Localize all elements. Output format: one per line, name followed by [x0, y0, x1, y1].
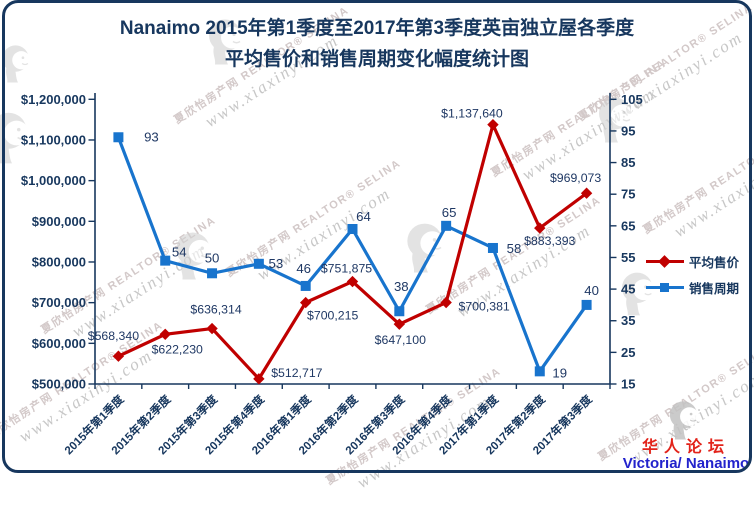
legend-item-price: 平均售价	[646, 248, 739, 274]
data-label: $883,393	[524, 234, 575, 248]
right-axis-tick-labels: 15 25 35 45 55 65 75 85 95 105	[621, 92, 643, 392]
diamond-marker	[112, 350, 125, 362]
square-marker	[441, 220, 452, 231]
data-label: 40	[584, 283, 599, 298]
data-label: 54	[172, 245, 187, 260]
data-label: 50	[205, 250, 220, 265]
square-marker	[253, 258, 264, 269]
chart-title-line1: Nanaimo 2015年第1季度至2017年第3季度英亩独立屋各季度	[119, 18, 635, 39]
price-line-diamond-icon	[646, 254, 684, 268]
right-tick-label: 15	[621, 377, 635, 392]
square-marker	[347, 223, 358, 234]
legend-item-days: 销售周期	[646, 274, 739, 300]
square-marker	[487, 242, 498, 253]
square-marker	[581, 299, 592, 310]
square-marker	[394, 306, 405, 317]
data-label: 19	[552, 365, 567, 380]
left-tick-label: $600,000	[32, 336, 86, 351]
left-tick-label: $1,000,000	[21, 173, 86, 188]
brand-woman-logo-icon	[669, 401, 699, 440]
watermark-woman-logo-icon	[621, 272, 659, 321]
right-tick-label: 35	[621, 313, 635, 328]
left-tick-label: $800,000	[32, 254, 86, 269]
watermark-woman-logo-icon	[208, 19, 248, 70]
data-label: $700,381	[458, 300, 509, 314]
right-tick-label: 45	[621, 282, 635, 297]
watermark-woman-logo-icon	[598, 97, 638, 148]
right-tick-label: 75	[621, 187, 635, 202]
data-label: $1,137,640	[441, 107, 503, 121]
right-tick-label: 65	[621, 218, 635, 233]
data-label: 65	[442, 205, 457, 220]
data-label: $647,100	[375, 333, 426, 347]
diamond-marker	[534, 222, 546, 234]
right-tick-label: 105	[621, 92, 643, 107]
axes	[88, 93, 617, 389]
data-label: $512,717	[271, 366, 322, 380]
left-tick-label: $1,200,000	[21, 92, 86, 107]
data-label: $636,314	[190, 303, 241, 317]
square-marker	[534, 366, 545, 377]
legend-label-price: 平均售价	[689, 255, 740, 270]
left-tick-label: $900,000	[32, 214, 86, 229]
left-tick-label: $500,000	[32, 377, 86, 392]
legend-label-days: 销售周期	[689, 281, 740, 296]
diamond-marker	[487, 118, 499, 131]
data-label: $751,875	[321, 262, 372, 276]
days-line-square-icon	[646, 281, 684, 294]
right-tick-label: 95	[621, 123, 635, 138]
days-series: 93 54 50 53 46 64 38 65 58 19 40	[113, 129, 599, 380]
watermark-woman-logo-icon	[2, 45, 35, 88]
right-tick-label: 25	[621, 345, 635, 360]
left-axis-tick-labels: $500,000 $600,000 $700,000 $800,000 $900,000…	[21, 92, 86, 392]
diamond-marker	[580, 187, 593, 199]
data-label: $969,073	[550, 171, 601, 185]
data-label: $622,230	[152, 342, 203, 356]
chart-legend: 平均售价 销售周期	[646, 248, 739, 300]
diamond-marker	[253, 373, 265, 385]
diamond-marker	[159, 328, 171, 340]
data-label: 93	[144, 129, 159, 144]
diamond-marker	[440, 296, 452, 309]
forum-name: 华人论坛	[641, 439, 730, 456]
chart-title: Nanaimo 2015年第1季度至2017年第3季度英亩独立屋各季度 平均售价…	[0, 13, 754, 75]
left-tick-label: $1,100,000	[21, 132, 86, 147]
price-series: $568,340 $622,230 $636,314 $512,717 $700,215…	[88, 107, 601, 385]
diamond-marker	[393, 318, 406, 330]
region-name: Victoria/ Nanaimo	[622, 455, 750, 472]
left-tick-label: $700,000	[32, 295, 86, 310]
dual-axis-line-chart: $500,000 $600,000 $700,000 $800,000 $900,000…	[21, 92, 643, 457]
diamond-marker	[206, 322, 218, 335]
watermark-woman-logo-icon	[0, 112, 35, 169]
square-marker	[300, 280, 311, 291]
square-marker	[207, 268, 218, 279]
data-label: 38	[394, 279, 409, 294]
data-label: 53	[269, 256, 284, 271]
chart-title-line2: 平均售价和销售周期变化幅度统计图	[224, 49, 529, 70]
diamond-marker	[299, 296, 312, 309]
square-marker	[160, 255, 171, 266]
square-marker	[113, 132, 124, 143]
watermark-layer: 夏欣怡房产网 REALTOR® SELINA www.xiaxinyi.com 夏欣…	[0, 1, 754, 492]
data-label: 58	[507, 241, 522, 256]
data-label: $700,215	[307, 309, 358, 323]
x-axis-category-labels: 2015年第1季度2015年第2季度2015年第3季度2015年第4季度2016…	[61, 392, 595, 457]
watermark-woman-logo-icon	[175, 232, 217, 285]
site-brand: 华人论坛 Victoria/ Nanaimo	[618, 400, 754, 471]
data-label: $568,340	[88, 329, 139, 343]
data-label: 46	[296, 261, 311, 276]
diamond-marker	[346, 275, 359, 288]
right-tick-label: 85	[621, 155, 635, 170]
right-tick-label: 55	[621, 250, 635, 265]
data-label: 64	[356, 209, 371, 224]
